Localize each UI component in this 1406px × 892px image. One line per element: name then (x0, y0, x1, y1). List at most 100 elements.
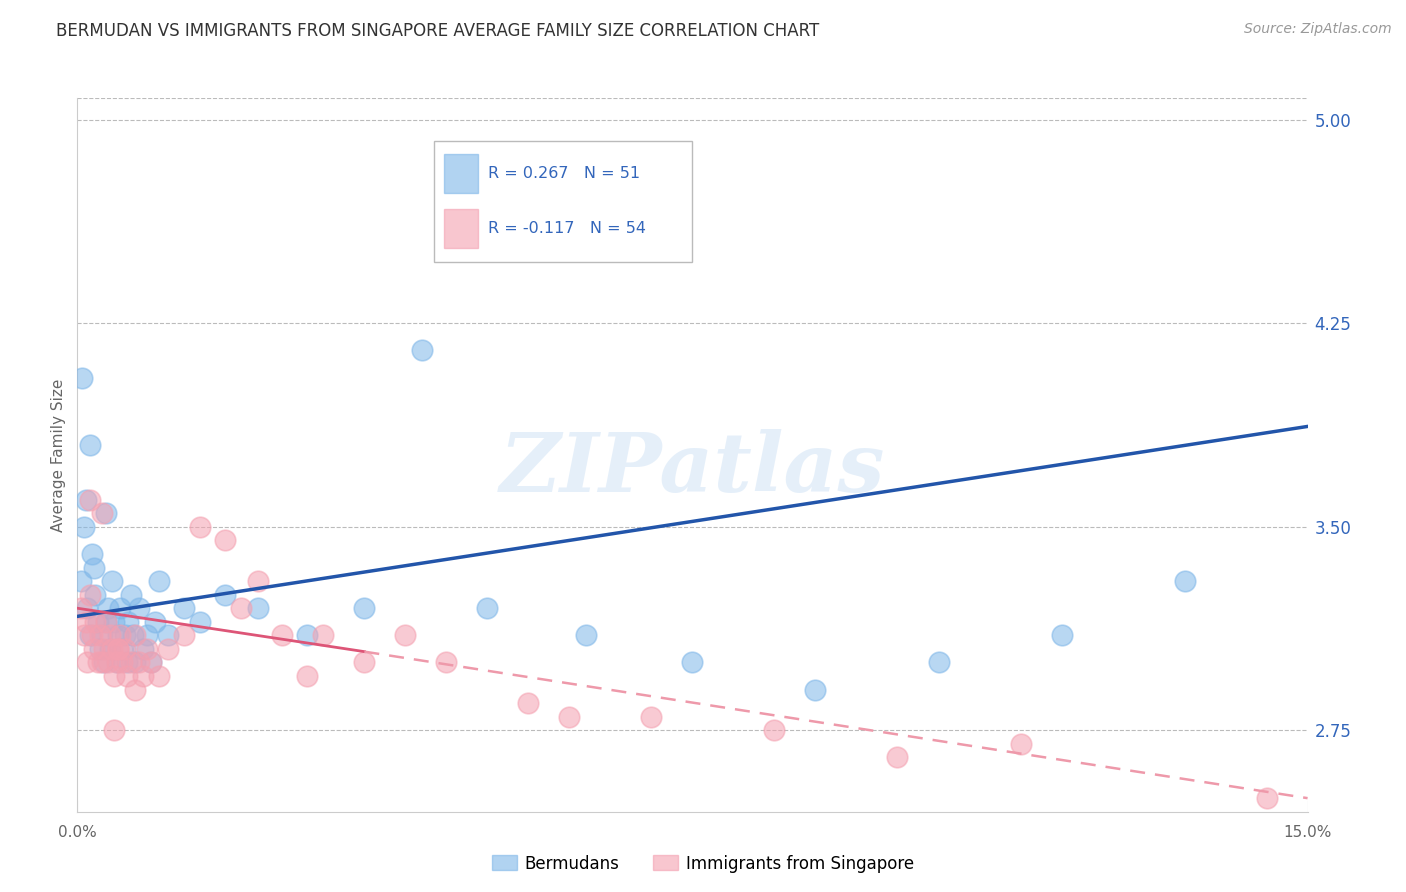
Point (394, 628, 416, 642)
Text: 0.0%: 0.0% (58, 825, 97, 840)
Point (120, 656, 142, 670)
Point (231, 601, 253, 615)
Point (94, 506, 117, 520)
Point (75, 615, 97, 629)
Point (90, 628, 114, 642)
Point (120, 588, 142, 602)
Point (295, 628, 318, 642)
Point (353, 601, 375, 615)
Point (79, 438, 101, 452)
Point (108, 628, 131, 642)
Point (1174, 574, 1197, 588)
Y-axis label: Average Family Size: Average Family Size (51, 378, 66, 532)
Point (83, 641, 105, 656)
Point (132, 641, 155, 656)
Point (173, 601, 195, 615)
Point (682, 656, 704, 670)
Point (136, 628, 159, 642)
Point (1256, 791, 1278, 805)
Point (136, 641, 159, 656)
Point (353, 656, 375, 670)
Point (84, 615, 107, 629)
Point (70, 574, 93, 588)
Point (436, 656, 458, 670)
Point (111, 656, 134, 670)
Point (312, 628, 335, 642)
Point (141, 656, 163, 670)
Point (107, 641, 129, 656)
Point (73, 628, 96, 642)
Point (98, 628, 121, 642)
Point (84, 588, 107, 602)
Legend: Bermudans, Immigrants from Singapore: Bermudans, Immigrants from Singapore (485, 848, 921, 880)
Point (640, 710, 662, 724)
Point (188, 520, 212, 534)
Point (103, 615, 125, 629)
Point (214, 588, 236, 602)
Point (111, 641, 134, 656)
Point (1050, 628, 1073, 642)
Point (124, 628, 146, 642)
Point (558, 710, 581, 724)
Point (1010, 737, 1032, 751)
Point (90, 506, 114, 520)
Point (188, 615, 212, 629)
Point (115, 669, 138, 683)
Point (575, 628, 598, 642)
Text: Source: ZipAtlas.com: Source: ZipAtlas.com (1244, 22, 1392, 37)
Point (114, 628, 136, 642)
Point (763, 723, 786, 738)
Point (103, 723, 125, 738)
Point (246, 574, 269, 588)
Point (173, 628, 195, 642)
Point (103, 669, 125, 683)
Point (148, 574, 170, 588)
Point (132, 669, 155, 683)
Point (107, 628, 129, 642)
Point (108, 601, 131, 615)
Point (98, 641, 121, 656)
Point (804, 682, 827, 697)
Point (148, 669, 170, 683)
Text: ZIPatlas: ZIPatlas (499, 429, 886, 509)
Point (82, 547, 104, 561)
Point (87, 615, 110, 629)
Point (156, 641, 179, 656)
Point (124, 682, 146, 697)
Point (107, 641, 129, 656)
Point (214, 533, 236, 548)
Point (79, 588, 101, 602)
Point (928, 656, 950, 670)
Point (79, 628, 101, 642)
Point (87, 656, 110, 670)
Point (97, 656, 120, 670)
Point (122, 628, 145, 642)
Point (295, 669, 318, 683)
Point (411, 343, 433, 358)
Point (89, 641, 111, 656)
Point (128, 601, 150, 615)
Point (477, 601, 499, 615)
Point (82, 628, 104, 642)
Point (76, 601, 98, 615)
Point (105, 656, 128, 670)
Point (94, 615, 117, 629)
Point (94, 615, 117, 629)
Point (124, 656, 146, 670)
Point (70, 370, 93, 384)
Point (128, 656, 150, 670)
Point (79, 492, 101, 507)
Point (73, 520, 96, 534)
Point (141, 656, 163, 670)
Point (246, 601, 269, 615)
Point (97, 601, 120, 615)
Point (93, 656, 115, 670)
Text: 15.0%: 15.0% (1284, 825, 1331, 840)
Point (117, 615, 139, 629)
Point (101, 574, 124, 588)
Point (156, 628, 179, 642)
Point (76, 656, 98, 670)
Point (886, 750, 908, 764)
Point (83, 560, 105, 574)
Text: BERMUDAN VS IMMIGRANTS FROM SINGAPORE AVERAGE FAMILY SIZE CORRELATION CHART: BERMUDAN VS IMMIGRANTS FROM SINGAPORE AV… (56, 22, 820, 40)
